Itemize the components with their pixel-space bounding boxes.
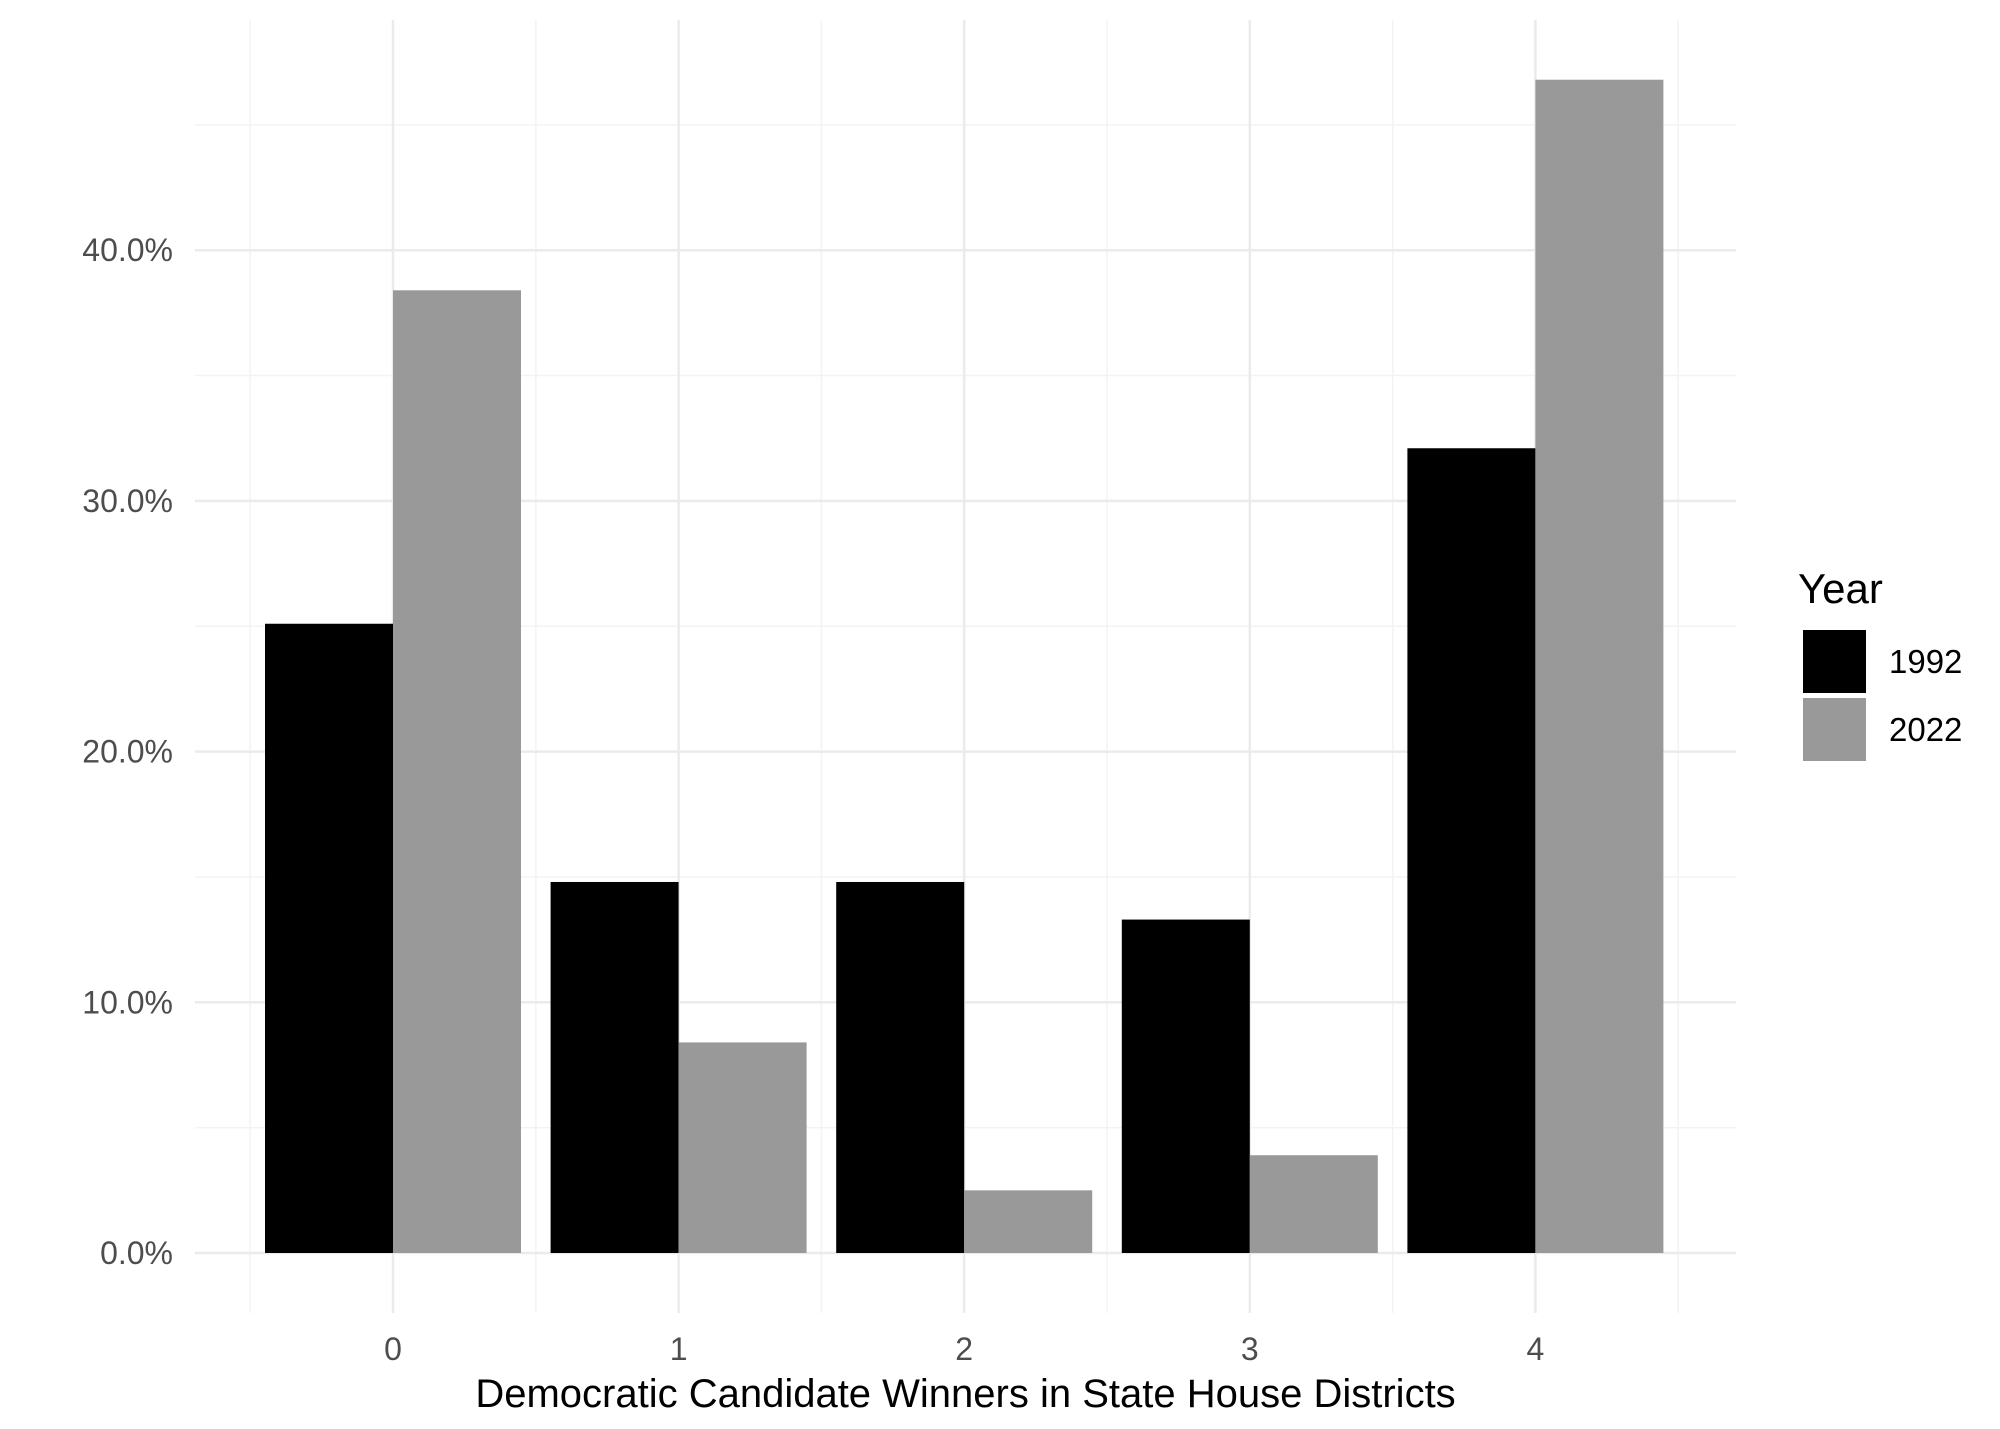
legend-label-1992: 1992 [1889, 643, 1962, 680]
y-tick-label: 20.0% [82, 734, 173, 770]
bar-2022-category-2 [964, 1190, 1093, 1253]
legend-items: 1992 2022 [1803, 630, 1962, 761]
y-tick-label: 0.0% [100, 1235, 173, 1271]
bar-1992-category-2 [836, 881, 965, 1253]
y-axis-tick-labels: 0.0% 10.0% 20.0% 30.0% 40.0% [82, 232, 173, 1271]
y-tick-label: 40.0% [82, 232, 173, 268]
legend: Year 1992 2022 [1798, 565, 1962, 761]
bar-2022-category-1 [678, 1042, 807, 1253]
y-tick-label: 30.0% [82, 483, 173, 519]
bar-2022-category-3 [1249, 1155, 1378, 1253]
legend-label-2022: 2022 [1889, 711, 1962, 748]
legend-swatch-2022 [1803, 698, 1866, 761]
bar-1992-category-4 [1407, 448, 1536, 1253]
legend-title: Year [1798, 565, 1883, 612]
bar-2022-category-0 [393, 290, 521, 1253]
x-tick-label: 4 [1527, 1331, 1545, 1367]
x-axis-title: Democratic Candidate Winners in State Ho… [475, 1372, 1455, 1416]
bar-1992-category-0 [265, 623, 393, 1253]
bar-1992-category-3 [1121, 919, 1250, 1253]
legend-swatch-1992 [1803, 630, 1866, 693]
x-axis-tick-labels: 0 1 2 3 4 [384, 1331, 1544, 1367]
bar-1992-category-1 [550, 881, 679, 1253]
x-tick-label: 3 [1241, 1331, 1259, 1367]
bar-2022-category-4 [1535, 79, 1664, 1253]
bars [265, 79, 1664, 1253]
y-tick-label: 10.0% [82, 984, 173, 1020]
x-tick-label: 2 [955, 1331, 973, 1367]
x-tick-label: 0 [384, 1331, 402, 1367]
x-tick-label: 1 [670, 1331, 688, 1367]
